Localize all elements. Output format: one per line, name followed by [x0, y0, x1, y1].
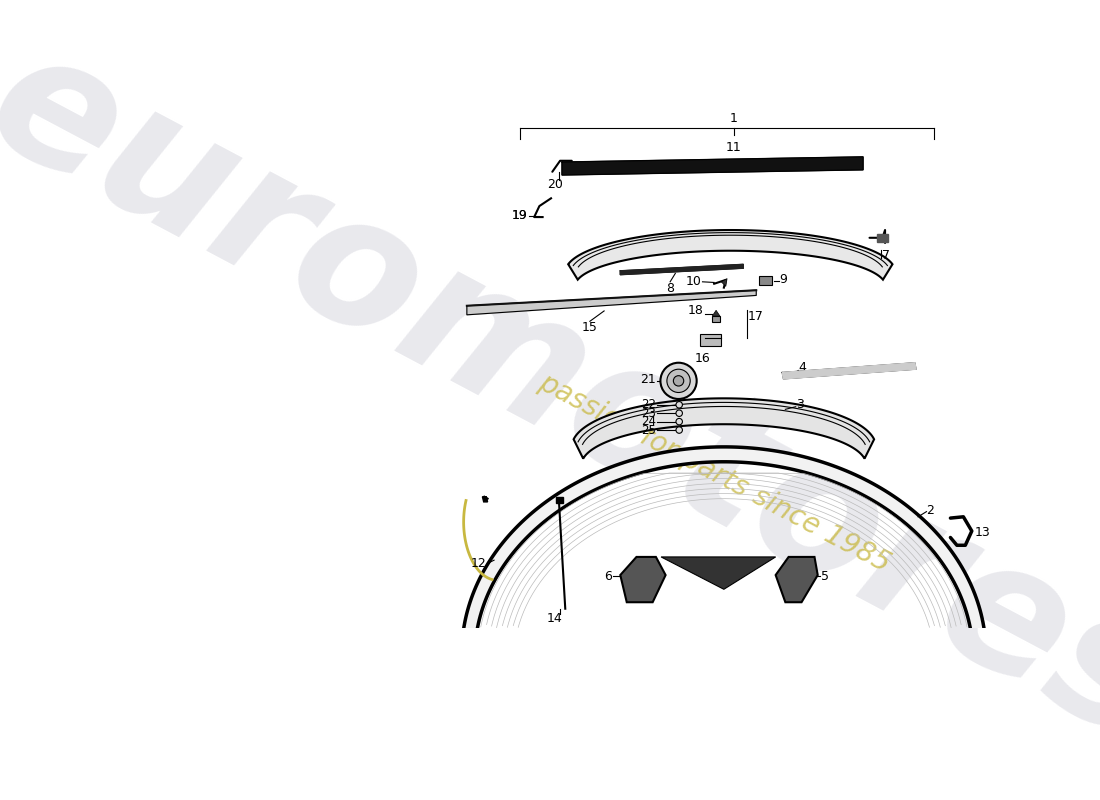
Text: 7: 7	[882, 250, 891, 262]
Text: 12: 12	[471, 557, 486, 570]
Polygon shape	[722, 278, 727, 286]
Circle shape	[676, 427, 682, 434]
Polygon shape	[557, 498, 563, 502]
Polygon shape	[463, 447, 984, 639]
Polygon shape	[569, 230, 892, 280]
Polygon shape	[620, 557, 666, 602]
Polygon shape	[562, 157, 864, 175]
Text: 24: 24	[641, 415, 656, 428]
Circle shape	[676, 418, 682, 425]
Text: passion for parts since 1985: passion for parts since 1985	[534, 368, 894, 578]
Bar	[700, 334, 720, 346]
Polygon shape	[483, 497, 487, 502]
Text: 5: 5	[821, 570, 829, 583]
Text: euromotores: euromotores	[0, 11, 1100, 779]
Text: 22: 22	[641, 398, 656, 411]
Text: 11: 11	[726, 142, 741, 154]
Text: 10: 10	[685, 275, 701, 288]
Text: 19: 19	[512, 210, 528, 222]
Polygon shape	[661, 557, 776, 590]
Text: 3: 3	[795, 398, 804, 411]
Bar	[712, 316, 720, 322]
Text: 21: 21	[640, 373, 656, 386]
Text: 20: 20	[547, 178, 563, 191]
Text: 13: 13	[975, 526, 990, 539]
Text: 4: 4	[799, 362, 806, 374]
Text: 15: 15	[582, 321, 597, 334]
Text: 25: 25	[641, 423, 656, 437]
Polygon shape	[776, 557, 817, 602]
Text: 17: 17	[748, 310, 763, 322]
Text: 6: 6	[604, 570, 612, 583]
Text: 23: 23	[641, 406, 656, 420]
Polygon shape	[878, 234, 888, 242]
Bar	[759, 276, 772, 285]
Text: 1: 1	[729, 111, 737, 125]
Circle shape	[660, 362, 696, 399]
Circle shape	[676, 410, 682, 417]
Polygon shape	[712, 310, 720, 316]
Polygon shape	[620, 264, 744, 274]
Text: 8: 8	[667, 282, 674, 295]
Text: 2: 2	[926, 504, 934, 517]
Circle shape	[673, 376, 684, 386]
Text: 18: 18	[688, 305, 704, 318]
Text: 9: 9	[779, 274, 786, 286]
Polygon shape	[782, 362, 916, 379]
Circle shape	[667, 370, 690, 393]
Text: 16: 16	[694, 352, 711, 365]
Text: 14: 14	[547, 612, 563, 625]
Text: 19: 19	[512, 210, 528, 222]
Circle shape	[676, 402, 682, 408]
Polygon shape	[573, 398, 874, 458]
Polygon shape	[466, 290, 756, 315]
